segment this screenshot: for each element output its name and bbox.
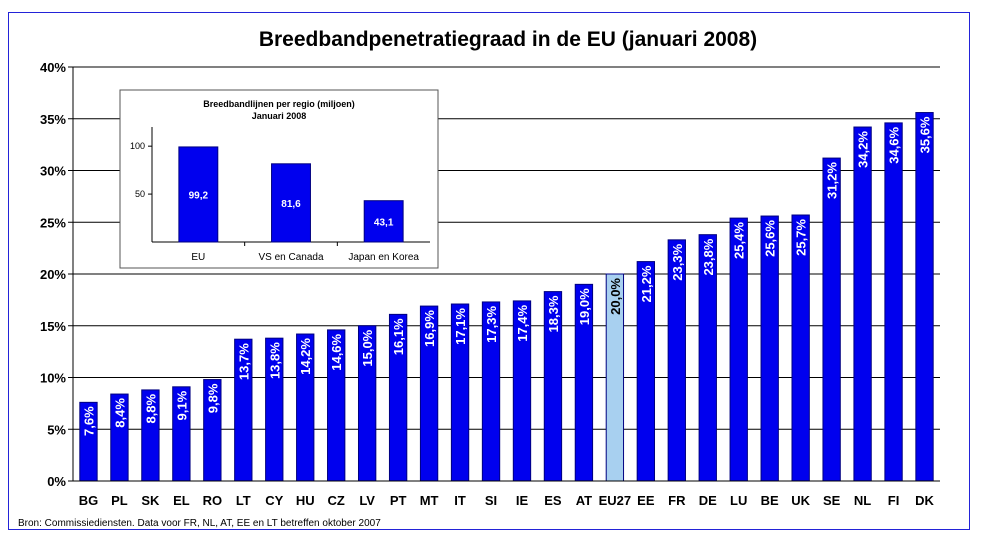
bar-value-label: 9,8% bbox=[205, 383, 220, 413]
x-tick-label: EU27 bbox=[599, 493, 632, 508]
inset-bar-value-label: 43,1 bbox=[374, 217, 394, 228]
bar-value-label: 35,6% bbox=[918, 116, 933, 153]
bar-value-label: 14,2% bbox=[298, 338, 313, 375]
bar-value-label: 31,2% bbox=[825, 162, 840, 199]
x-tick-label: MT bbox=[420, 493, 439, 508]
x-tick-label: IT bbox=[454, 493, 466, 508]
bar-value-label: 17,3% bbox=[484, 306, 499, 343]
x-axis-ticks: BG PL SK EL RO LT CY HU CZ LV PT MT IT SI IE ES AT EU27 EE… bbox=[73, 480, 940, 508]
bar-se bbox=[822, 157, 841, 482]
y-tick-label: 0% bbox=[47, 474, 66, 489]
y-tick-label: 25% bbox=[40, 215, 66, 230]
bar-value-label: 34,2% bbox=[856, 131, 871, 168]
bar-value-label: 25,6% bbox=[763, 220, 778, 257]
bar-value-label: 7,6% bbox=[81, 406, 96, 436]
bar-value-label: 21,2% bbox=[639, 265, 654, 302]
x-tick-label: PL bbox=[111, 493, 128, 508]
bar-value-label: 18,3% bbox=[546, 295, 561, 332]
bar-value-label: 8,8% bbox=[143, 393, 158, 423]
inset-plot: 50 100 99,2 EU 81,6 VS en Canada 43,1 Japan en … bbox=[130, 127, 430, 263]
bar-value-label: 17,1% bbox=[453, 308, 468, 345]
x-tick-label: LU bbox=[730, 493, 747, 508]
x-tick-label: EE bbox=[637, 493, 655, 508]
inset-bar-value-label: 99,2 bbox=[189, 190, 209, 201]
inset-bar-value-label: 81,6 bbox=[281, 199, 301, 210]
bar-value-label: 16,9% bbox=[422, 310, 437, 347]
x-tick-label: LT bbox=[236, 493, 251, 508]
inset-y-tick-label: 100 bbox=[130, 141, 145, 151]
x-tick-label: SI bbox=[485, 493, 497, 508]
bar-value-label: 17,4% bbox=[515, 304, 530, 341]
inset-category-label: VS en Canada bbox=[258, 252, 323, 263]
inset-bar bbox=[178, 146, 219, 243]
x-tick-label: RO bbox=[203, 493, 223, 508]
bar-value-label: 34,6% bbox=[887, 126, 902, 163]
x-tick-label: UK bbox=[791, 493, 810, 508]
bar-fi bbox=[884, 122, 903, 482]
x-tick-label: BG bbox=[79, 493, 99, 508]
bar-value-label: 25,7% bbox=[794, 219, 809, 256]
x-tick-label: HU bbox=[296, 493, 315, 508]
inset-chart: Breedbandlijnen per regio (miljoen) Janu… bbox=[119, 89, 439, 269]
source-note: Bron: Commissiediensten. Data voor FR, N… bbox=[18, 518, 381, 529]
bar-nl bbox=[853, 126, 872, 482]
bar-value-label: 15,0% bbox=[360, 329, 375, 366]
x-tick-label: BE bbox=[761, 493, 779, 508]
inset-category-label: Japan en Korea bbox=[348, 252, 419, 263]
y-tick-label: 35% bbox=[40, 112, 66, 127]
y-tick-label: 10% bbox=[40, 371, 66, 386]
bar-value-label: 13,8% bbox=[267, 342, 282, 379]
x-tick-label: DE bbox=[699, 493, 717, 508]
y-tick-label: 30% bbox=[40, 164, 66, 179]
inset-category-label: EU bbox=[191, 252, 205, 263]
y-axis-ticks: 0% 5% 10% 15% 20% 25% 30% 35% 40% bbox=[40, 60, 74, 489]
bars: 7,6% 8,4% 8,8% 9,1% 9,8% 13,7% 13,8% 14,2% 14,6%… bbox=[79, 112, 934, 482]
bar-value-label: 23,3% bbox=[670, 243, 685, 280]
inset-subtitle: Januari 2008 bbox=[252, 111, 307, 121]
bar-value-label: 16,1% bbox=[391, 318, 406, 355]
x-tick-label: AT bbox=[576, 493, 592, 508]
y-tick-label: 40% bbox=[40, 60, 66, 75]
x-tick-label: PT bbox=[390, 493, 407, 508]
x-tick-label: FR bbox=[668, 493, 686, 508]
bar-value-label: 8,4% bbox=[112, 398, 127, 428]
inset-bar bbox=[363, 200, 404, 243]
bar-value-label: 23,8% bbox=[701, 238, 716, 275]
x-tick-label: IE bbox=[516, 493, 529, 508]
y-tick-label: 15% bbox=[40, 319, 66, 334]
x-tick-label: DK bbox=[915, 493, 934, 508]
inset-y-tick-label: 50 bbox=[135, 189, 145, 199]
x-tick-label: FI bbox=[888, 493, 900, 508]
x-tick-label: SK bbox=[141, 493, 160, 508]
x-tick-label: SE bbox=[823, 493, 841, 508]
bar-value-label: 9,1% bbox=[174, 390, 189, 420]
bar-value-label: 25,4% bbox=[732, 222, 747, 259]
inset-bar bbox=[271, 163, 311, 243]
x-tick-label: NL bbox=[854, 493, 871, 508]
bar-value-label: 19,0% bbox=[577, 288, 592, 325]
x-tick-label: ES bbox=[544, 493, 562, 508]
bar-value-label: 14,6% bbox=[329, 333, 344, 370]
chart-title: Breedbandpenetratiegraad in de EU (janua… bbox=[259, 28, 757, 51]
bar-value-label: 13,7% bbox=[236, 343, 251, 380]
bar-dk bbox=[915, 112, 934, 482]
y-tick-label: 5% bbox=[47, 422, 66, 437]
x-tick-label: LV bbox=[359, 493, 375, 508]
x-tick-label: EL bbox=[173, 493, 190, 508]
x-tick-label: CZ bbox=[328, 493, 345, 508]
x-tick-label: CY bbox=[265, 493, 283, 508]
y-tick-label: 20% bbox=[40, 267, 66, 282]
bar-value-label: 20,0% bbox=[608, 278, 623, 315]
inset-title: Breedbandlijnen per regio (miljoen) bbox=[203, 99, 355, 109]
